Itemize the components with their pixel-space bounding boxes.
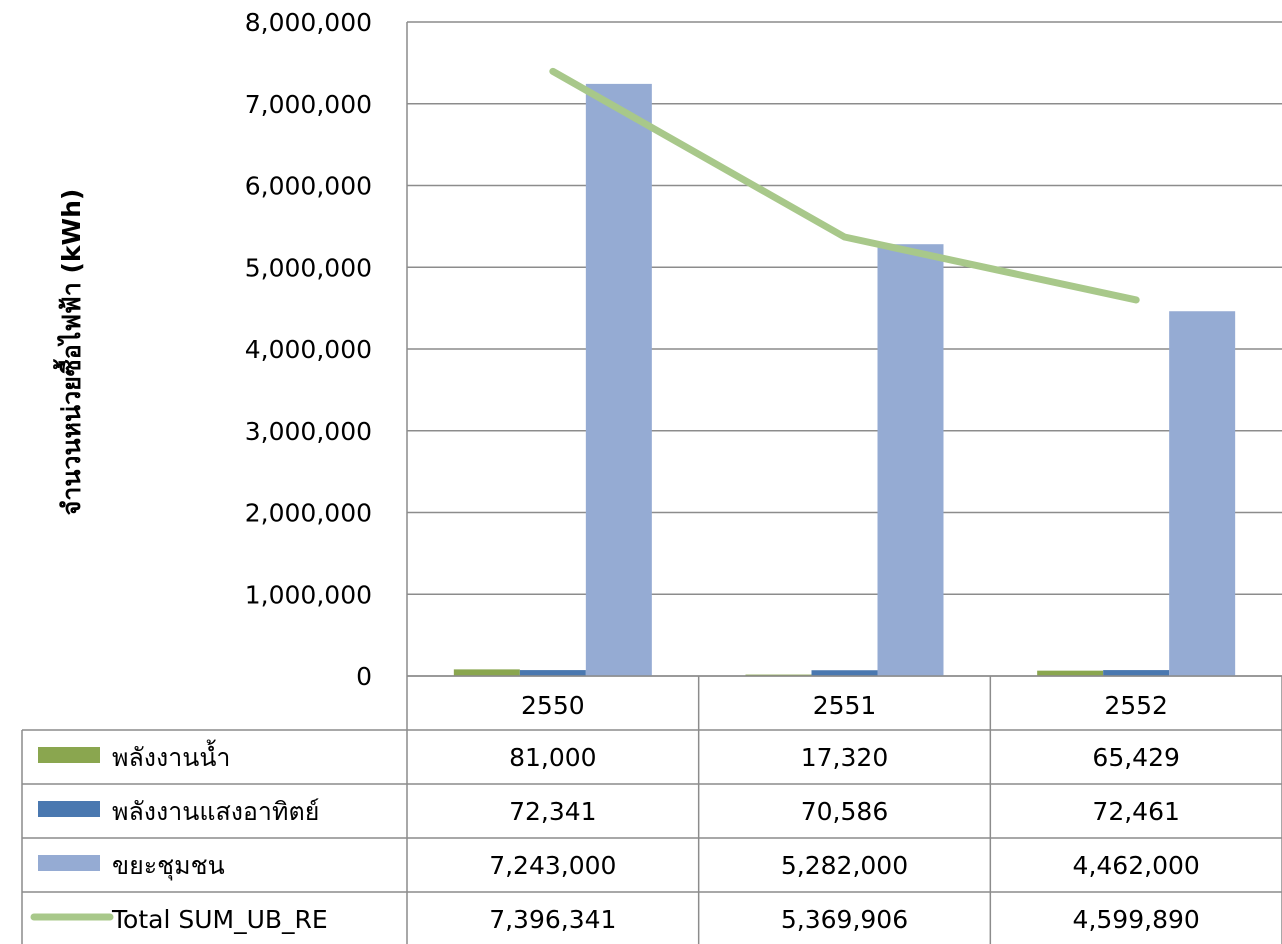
y-tick-label: 5,000,000 xyxy=(245,253,372,282)
bar xyxy=(519,670,586,676)
y-tick-label: 8,000,000 xyxy=(245,8,372,37)
x-category-label: 2552 xyxy=(1104,691,1168,720)
y-tick-label: 7,000,000 xyxy=(245,90,372,119)
series-name: Total SUM_UB_RE xyxy=(111,905,328,934)
total-line xyxy=(549,67,1140,304)
legend-key xyxy=(38,855,100,871)
bar xyxy=(1103,670,1170,676)
table-value: 4,462,000 xyxy=(1073,851,1200,880)
table-value: 65,429 xyxy=(1092,743,1179,772)
y-tick-label: 4,000,000 xyxy=(245,335,372,364)
y-tick-label: 1,000,000 xyxy=(245,580,372,609)
bar xyxy=(453,669,520,676)
gridlines xyxy=(406,21,1282,677)
bar xyxy=(585,83,652,676)
x-category-label: 2551 xyxy=(813,691,877,720)
bar xyxy=(1037,670,1104,676)
table-value: 5,282,000 xyxy=(781,851,908,880)
table-value: 4,599,890 xyxy=(1073,905,1200,934)
legend-key xyxy=(38,801,100,817)
table-value: 72,341 xyxy=(509,797,596,826)
series-name: พลังงานน้ำ xyxy=(112,739,230,772)
series-line xyxy=(549,67,1140,304)
bar xyxy=(811,670,878,676)
bars xyxy=(453,83,1236,676)
series-name: ขยะชุมชน xyxy=(112,851,225,881)
y-axis-label: จำนวนหน่วยซื้อไฟฟ้า (kWh) xyxy=(52,189,86,516)
legend-key xyxy=(38,747,100,763)
table-value: 7,396,341 xyxy=(489,905,616,934)
y-tick-label: 3,000,000 xyxy=(245,417,372,446)
bar xyxy=(1169,311,1236,676)
y-axis-ticks: 0 1,000,000 2,000,000 3,000,000 4,000,000 5,0… xyxy=(245,8,372,691)
data-table: 2550 2551 2552 พลังงานน้ำ 81,000 17,320 65,429… xyxy=(21,675,1282,944)
y-tick-label: 0 xyxy=(356,662,372,691)
bar xyxy=(877,244,944,676)
table-value: 7,243,000 xyxy=(489,851,616,880)
table-value: 5,369,906 xyxy=(781,905,908,934)
series-name: พลังงานแสงอาทิตย์ xyxy=(112,797,319,826)
y-tick-label: 6,000,000 xyxy=(245,172,372,201)
table-value: 70,586 xyxy=(801,797,888,826)
y-tick-label: 2,000,000 xyxy=(245,499,372,528)
table-value: 72,461 xyxy=(1092,797,1179,826)
table-value: 81,000 xyxy=(509,743,596,772)
x-category-label: 2550 xyxy=(521,691,585,720)
table-value: 17,320 xyxy=(801,743,888,772)
